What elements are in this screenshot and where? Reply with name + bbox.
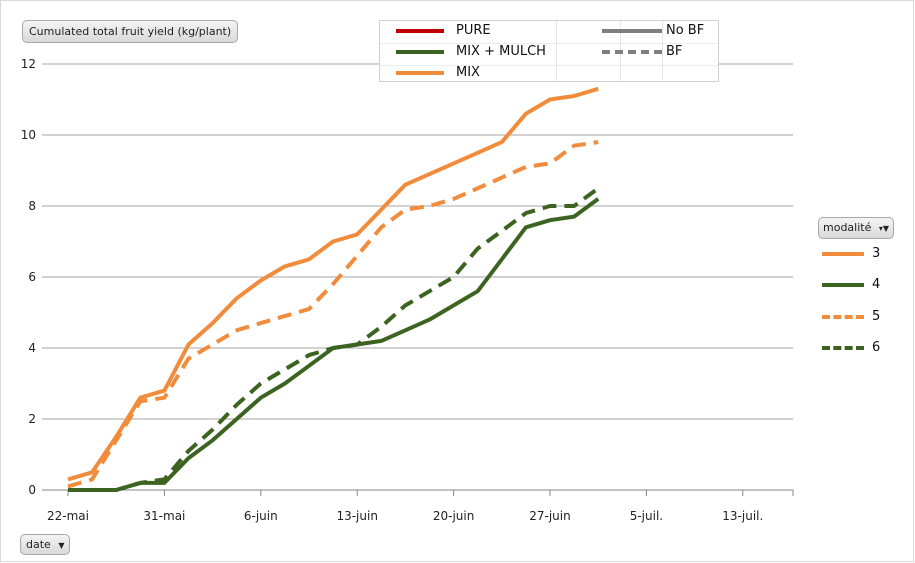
x-tick-label: 22-mai — [47, 509, 89, 523]
y-tick-label: 10 — [21, 128, 36, 142]
legend-swatch-5 — [822, 314, 864, 319]
x-tick-label: 20-juin — [433, 509, 474, 523]
legend-label-no-bf: No BF — [666, 23, 705, 38]
legend-item-mix: MIX — [396, 65, 480, 80]
x-tick-label: 31-mai — [143, 509, 185, 523]
series-line-6 — [68, 186, 600, 492]
legend-swatch-3 — [822, 251, 864, 256]
value-field-label: Cumulated total fruit yield (kg/plant) — [29, 25, 232, 38]
legend-item-6: 6 — [822, 340, 880, 355]
legend-swatch-mix — [396, 70, 444, 75]
y-tick-label: 8 — [28, 199, 36, 213]
y-tick-label: 6 — [28, 270, 36, 284]
x-tick-label: 27-juin — [529, 509, 570, 523]
legend-label-6: 6 — [872, 340, 881, 355]
legend-item-bf: BF — [602, 44, 682, 59]
legend-swatch-pure — [396, 28, 444, 33]
legend-label-5: 5 — [872, 309, 881, 324]
legend-label-4: 4 — [872, 277, 881, 292]
series-line-5 — [67, 140, 599, 489]
legend-swatch-no-bf — [602, 28, 662, 33]
legend-item-5: 5 — [822, 309, 880, 324]
value-field-button[interactable]: Cumulated total fruit yield (kg/plant) — [22, 20, 239, 43]
legend-item-4: 4 — [822, 277, 880, 292]
legend-label-bf: BF — [666, 44, 683, 59]
legend-label-3: 3 — [872, 246, 881, 261]
dropdown-arrow-icon: ▼ — [58, 541, 65, 550]
legend-item-3: 3 — [822, 246, 880, 261]
y-tick-label: 12 — [21, 57, 36, 71]
x-tick-label: 13-juil. — [722, 509, 763, 523]
y-tick-label: 0 — [28, 483, 36, 497]
axis-field-button[interactable]: date ▼ — [20, 534, 71, 555]
series-line-3 — [67, 86, 599, 482]
x-tick-label: 6-juin — [244, 509, 278, 523]
y-tick-label: 4 — [28, 341, 36, 355]
filter-dropdown-icon: ▾▼ — [878, 224, 890, 233]
legend-swatch-bf — [602, 49, 662, 54]
legend-item-mix-mulch: MIX + MULCH — [396, 44, 546, 59]
legend-label-mix-mulch: MIX + MULCH — [456, 44, 546, 59]
legend-swatch-6 — [822, 345, 864, 350]
axis-field-label: date — [26, 538, 51, 551]
treatment-legend: PURE MIX + MULCH MIX No BF BF — [379, 20, 719, 82]
legend-label-pure: PURE — [456, 23, 491, 38]
series-field-button[interactable]: modalité ▾▼ — [818, 217, 895, 239]
legend-label-mix: MIX — [456, 65, 480, 80]
legend-swatch-mix-mulch — [396, 49, 444, 54]
legend-item-no-bf: No BF — [602, 23, 704, 38]
x-tick-label: 5-juil. — [630, 509, 663, 523]
series-field-label: modalité — [823, 221, 872, 234]
legend-swatch-4 — [822, 282, 864, 287]
legend-item-pure: PURE — [396, 23, 491, 38]
y-tick-label: 2 — [28, 412, 36, 426]
x-tick-label: 13-juin — [336, 509, 377, 523]
